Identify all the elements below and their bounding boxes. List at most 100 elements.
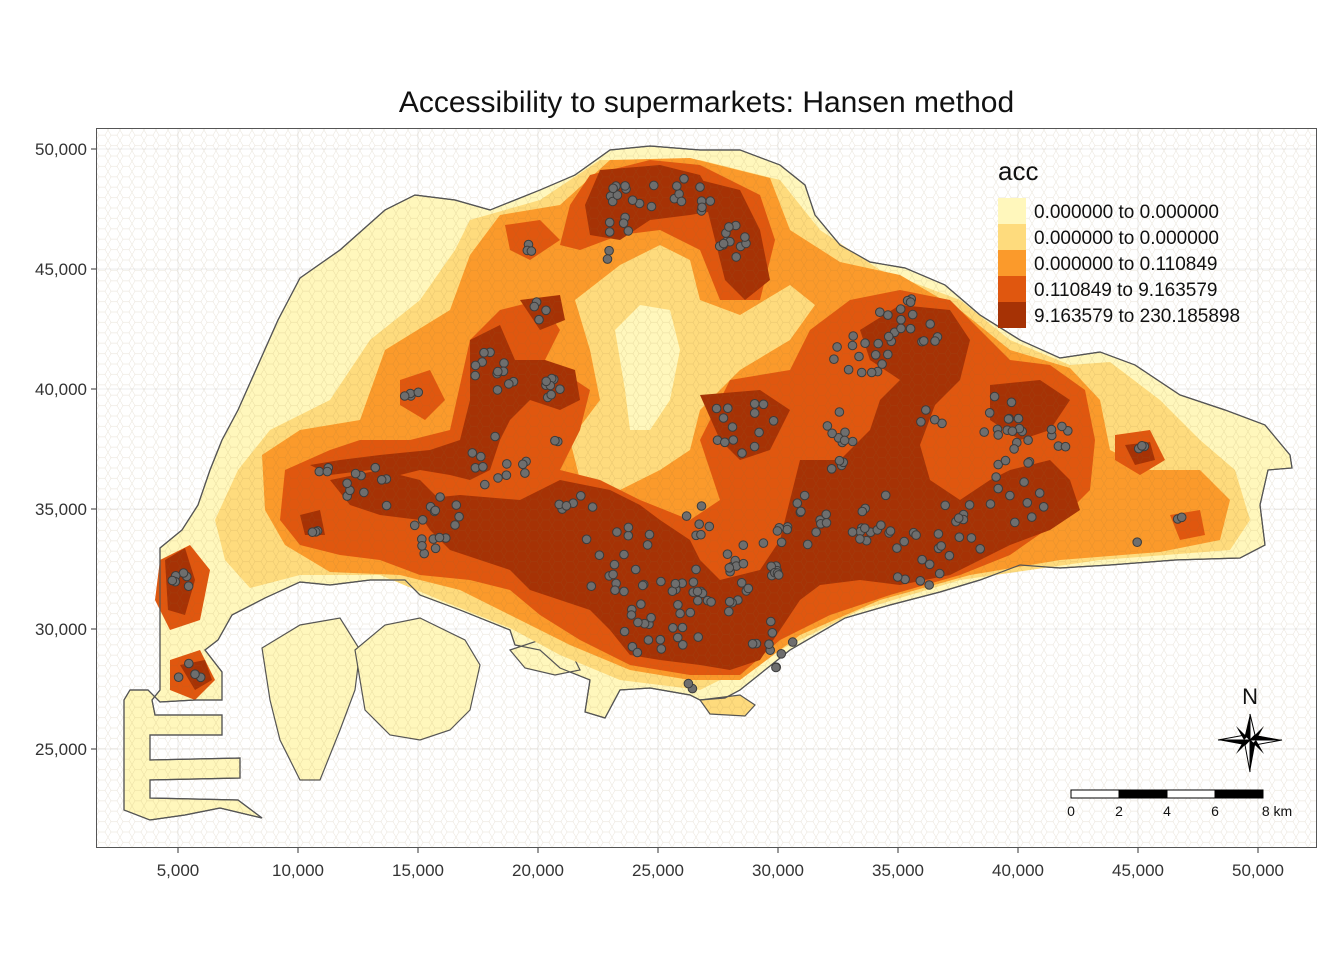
supermarket-point — [454, 511, 464, 522]
supermarket-point — [350, 468, 361, 479]
legend-label: 0.110849 to 9.163579 — [1034, 280, 1218, 301]
supermarket-point — [655, 634, 666, 645]
supermarket-point — [989, 391, 1000, 402]
supermarket-point — [1046, 424, 1057, 435]
supermarket-point — [541, 376, 552, 387]
supermarket-point — [764, 639, 774, 650]
supermarket-point — [1007, 426, 1018, 437]
supermarket-point — [870, 350, 881, 360]
supermarket-point — [376, 475, 387, 485]
supermarket-point — [743, 583, 754, 594]
supermarket-point — [430, 543, 441, 554]
legend-swatch — [998, 198, 1026, 224]
supermarket-point — [668, 623, 678, 633]
supermarket-point — [612, 190, 623, 200]
supermarket-point — [718, 238, 729, 249]
supermarket-point — [183, 581, 194, 592]
supermarket-point — [413, 387, 424, 398]
supermarket-point — [492, 385, 503, 395]
supermarket-point — [892, 572, 903, 582]
supermarket-point — [430, 505, 441, 516]
supermarket-point — [749, 408, 760, 418]
supermarket-point — [847, 340, 858, 351]
supermarket-point — [618, 218, 629, 228]
supermarket-point — [1013, 413, 1024, 424]
supermarket-point — [619, 586, 629, 597]
supermarket-point — [695, 182, 705, 192]
supermarket-point — [467, 448, 478, 458]
supermarket-point — [826, 464, 837, 474]
supermarket-point — [919, 336, 929, 346]
supermarket-point — [934, 568, 945, 579]
supermarket-point — [979, 427, 990, 437]
supermarket-point — [693, 595, 703, 606]
supermarket-point — [731, 252, 742, 262]
supermarket-point — [1010, 517, 1020, 528]
supermarket-point — [860, 338, 870, 349]
supermarket-point — [1023, 458, 1033, 468]
supermarket-point — [1176, 512, 1187, 523]
supermarket-point — [609, 559, 620, 570]
supermarket-point — [832, 342, 842, 352]
supermarket-point — [883, 349, 893, 360]
supermarket-point — [933, 529, 944, 539]
supermarket-point — [905, 323, 916, 334]
supermarket-point — [620, 181, 630, 191]
supermarket-point — [534, 314, 544, 325]
supermarket-point — [604, 227, 615, 237]
supermarket-point — [493, 366, 503, 377]
supermarket-point — [546, 389, 557, 400]
supermarket-point — [873, 338, 884, 349]
map-title: Accessibility to supermarkets: Hansen me… — [398, 86, 1015, 119]
supermarket-point — [834, 407, 845, 417]
supermarket-point — [434, 532, 445, 543]
supermarket-point — [847, 527, 858, 537]
supermarket-point — [799, 490, 810, 501]
supermarket-point — [646, 201, 657, 212]
supermarket-point — [307, 527, 318, 538]
supermarket-point — [470, 360, 481, 371]
supermarket-point — [370, 462, 381, 473]
x-tick-label: 20,000 — [512, 861, 564, 880]
supermarket-point — [501, 470, 512, 481]
supermarket-point — [940, 500, 951, 511]
supermarket-point — [704, 521, 715, 532]
supermarket-point — [821, 509, 832, 520]
supermarket-point — [476, 451, 486, 462]
supermarket-point — [642, 540, 653, 550]
legend: acc 0.000000 to 0.000000 0.000000 to 0.00… — [998, 156, 1240, 328]
supermarket-point — [787, 637, 798, 647]
supermarket-point — [776, 649, 787, 659]
supermarket-point — [1005, 490, 1015, 501]
supermarket-point — [417, 541, 427, 551]
supermarket-point — [502, 459, 512, 469]
supermarket-point — [1022, 498, 1033, 508]
supermarket-point — [550, 435, 560, 446]
supermarket-point — [718, 413, 729, 423]
x-tick-label: 25,000 — [632, 861, 684, 880]
supermarket-point — [688, 577, 699, 588]
supermarket-point — [670, 578, 681, 589]
supermarket-point — [929, 414, 940, 425]
supermarket-point — [1019, 477, 1029, 487]
supermarket-point — [672, 181, 682, 191]
supermarket-point — [518, 459, 528, 470]
legend-label: 9.163579 to 230.185898 — [1034, 306, 1240, 327]
supermarket-point — [724, 222, 734, 232]
supermarket-point — [696, 529, 706, 540]
supermarket-point — [905, 297, 916, 308]
supermarket-point — [608, 569, 618, 580]
supermarket-point — [685, 607, 696, 618]
supermarket-point — [723, 403, 733, 414]
supermarket-point — [1137, 441, 1147, 451]
supermarket-point — [768, 416, 779, 426]
supermarket-point — [359, 487, 369, 498]
supermarket-point — [612, 527, 622, 537]
supermarket-point — [610, 585, 620, 596]
supermarket-point — [856, 367, 867, 378]
supermarket-point — [586, 581, 597, 592]
supermarket-point — [907, 309, 918, 320]
supermarket-point — [623, 226, 634, 236]
supermarket-point — [993, 483, 1004, 494]
supermarket-point — [643, 635, 654, 645]
